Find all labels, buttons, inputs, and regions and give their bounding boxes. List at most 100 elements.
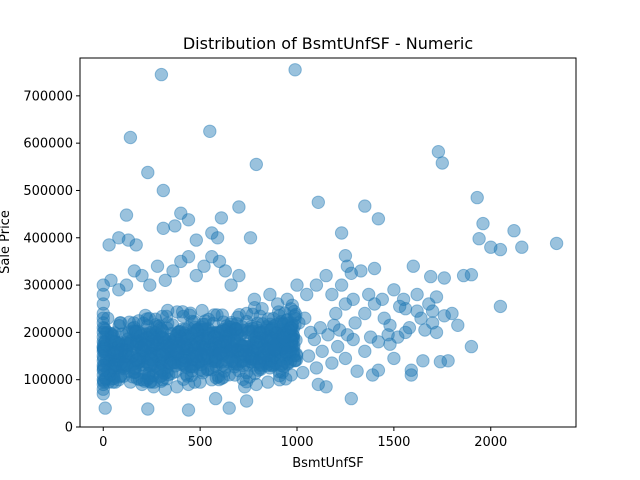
- data-point: [187, 326, 202, 340]
- data-point: [151, 337, 165, 351]
- data-point: [116, 360, 130, 374]
- y-axis-label: Sale Price: [0, 210, 13, 274]
- data-point: [266, 337, 280, 351]
- data-point: [212, 254, 227, 269]
- data-point: [275, 365, 290, 379]
- data-point: [154, 356, 168, 370]
- data-point: [256, 351, 271, 365]
- data-point: [113, 370, 127, 384]
- data-point: [162, 341, 177, 355]
- data-point: [155, 347, 170, 362]
- data-point: [358, 199, 372, 213]
- data-point: [220, 346, 234, 360]
- data-point: [245, 352, 260, 366]
- data-point: [97, 341, 112, 355]
- data-point: [248, 331, 262, 346]
- data-point: [179, 341, 193, 355]
- data-point: [131, 328, 145, 343]
- data-point: [119, 278, 134, 292]
- data-point: [229, 321, 243, 336]
- data-point: [185, 352, 200, 367]
- data-point: [259, 337, 273, 351]
- data-point: [261, 312, 276, 326]
- data-point: [134, 358, 148, 372]
- data-point: [281, 335, 295, 350]
- data-point: [197, 341, 212, 355]
- data-point: [178, 359, 192, 373]
- data-point: [188, 375, 202, 389]
- data-point: [263, 317, 277, 331]
- data-point: [179, 339, 194, 353]
- data-point: [190, 342, 205, 356]
- data-point: [278, 331, 292, 345]
- data-point: [169, 352, 183, 366]
- data-point: [216, 339, 231, 353]
- data-point: [150, 319, 164, 334]
- data-point: [221, 320, 236, 334]
- data-point: [97, 342, 111, 357]
- data-point: [254, 335, 268, 349]
- data-point: [125, 336, 139, 350]
- data-point: [158, 334, 173, 348]
- data-point: [213, 347, 227, 361]
- data-point: [254, 350, 268, 364]
- data-point: [433, 355, 448, 369]
- data-point: [192, 355, 206, 369]
- data-point: [108, 353, 123, 367]
- data-point: [173, 325, 187, 339]
- data-point: [225, 337, 240, 352]
- data-point: [115, 348, 129, 362]
- y-tick-label: 200000: [23, 326, 73, 341]
- data-point: [157, 367, 172, 381]
- data-point: [128, 365, 142, 379]
- data-point: [216, 337, 230, 351]
- data-point: [211, 340, 226, 354]
- data-point: [194, 320, 208, 334]
- data-point: [195, 322, 209, 337]
- data-point: [358, 344, 372, 358]
- data-point: [184, 327, 198, 341]
- data-point: [136, 316, 151, 330]
- data-point: [179, 367, 194, 381]
- data-point: [325, 356, 339, 370]
- data-point: [142, 366, 156, 381]
- data-point: [262, 330, 276, 344]
- data-point: [235, 320, 249, 334]
- data-point: [231, 343, 245, 358]
- data-point: [271, 305, 286, 319]
- data-point: [249, 335, 263, 349]
- data-point: [279, 372, 293, 386]
- data-point: [230, 317, 244, 331]
- data-point: [218, 264, 233, 278]
- data-point: [200, 349, 214, 363]
- data-point: [288, 311, 302, 326]
- data-point: [214, 355, 229, 369]
- data-point: [132, 336, 146, 350]
- data-point: [224, 339, 238, 354]
- data-point: [229, 322, 243, 336]
- data-point: [154, 363, 169, 378]
- data-point: [124, 334, 138, 348]
- data-point: [265, 359, 280, 373]
- data-point: [168, 359, 182, 373]
- data-point: [170, 305, 184, 319]
- data-point: [222, 368, 237, 382]
- data-point: [248, 366, 262, 381]
- data-point: [205, 250, 219, 264]
- data-point: [200, 331, 215, 346]
- data-point: [184, 346, 199, 361]
- data-point: [145, 369, 160, 383]
- data-point: [119, 336, 133, 350]
- data-point: [437, 271, 451, 285]
- data-point: [139, 349, 153, 363]
- data-point: [268, 326, 283, 340]
- data-point: [189, 342, 203, 356]
- data-point: [141, 366, 156, 381]
- data-point: [143, 346, 157, 361]
- data-point: [164, 339, 179, 353]
- data-point: [208, 339, 222, 353]
- data-point: [104, 273, 118, 287]
- data-point: [208, 348, 222, 362]
- data-point: [190, 349, 204, 363]
- data-point: [261, 332, 275, 347]
